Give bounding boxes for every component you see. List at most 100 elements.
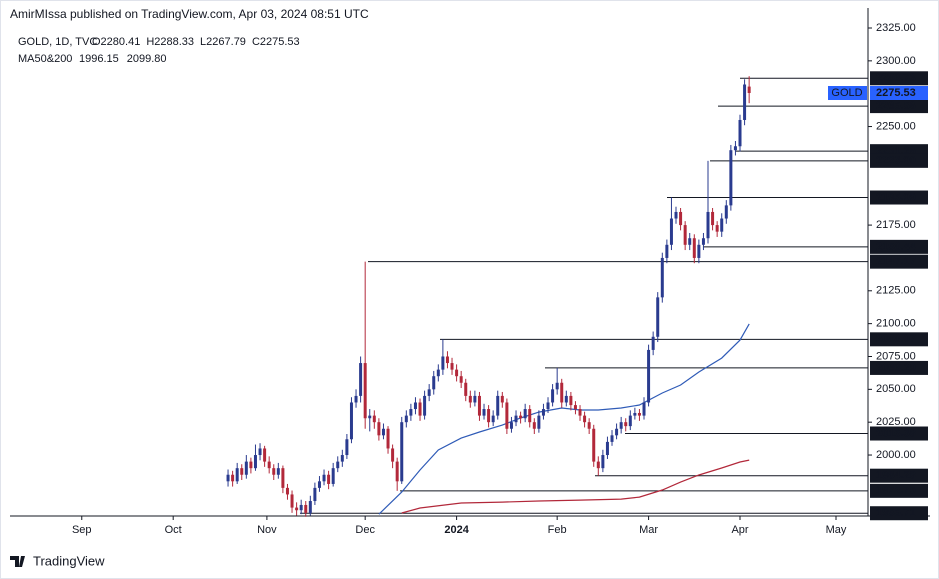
candle-body <box>596 461 600 469</box>
candle-body <box>331 468 335 484</box>
candle-body <box>578 409 582 416</box>
indicator-name: MA50&200 <box>18 53 72 65</box>
candle-body <box>253 455 257 469</box>
candle-body <box>505 402 509 429</box>
symbol-title: GOLD, 1D, TVC <box>18 36 97 48</box>
y-tick-label: 2050.00 <box>876 383 916 395</box>
candle-body <box>660 257 664 298</box>
y-tick-label: 2100.00 <box>876 318 916 330</box>
candle-body <box>295 507 299 511</box>
ohlc-label: O2280.41 <box>92 36 140 48</box>
level-label: 1984.28 <box>876 470 916 482</box>
candle-body <box>656 297 660 337</box>
candle-body <box>258 448 262 456</box>
candle-body <box>423 395 427 416</box>
level-label: 2195.99 <box>876 191 916 203</box>
candle-body <box>573 405 577 410</box>
candle-body <box>249 461 253 469</box>
candle-body <box>482 409 486 416</box>
x-tick-label: May <box>826 524 847 536</box>
candle-body <box>436 369 440 377</box>
candle-body <box>313 487 317 502</box>
candle-body <box>523 409 527 419</box>
candle-body <box>240 468 244 475</box>
candle-body <box>235 468 239 482</box>
level-label: 2066.29 <box>876 362 916 374</box>
candle-body <box>701 238 705 245</box>
symbol-label: GOLD <box>831 87 862 99</box>
candle-body <box>372 415 376 423</box>
level-label-box <box>870 426 928 441</box>
candle-body <box>354 395 358 403</box>
level-label: 1972.75 <box>876 485 916 497</box>
candle-body <box>317 481 321 488</box>
candle-body <box>647 349 651 403</box>
level-label-box <box>870 360 928 375</box>
candle-body <box>496 395 500 416</box>
y-tick-label: 2075.00 <box>876 350 916 362</box>
candle-body <box>400 422 404 482</box>
candle-body <box>445 356 449 364</box>
level-label: 2016.38 <box>876 427 916 439</box>
candle-body <box>276 468 280 475</box>
candle-body <box>491 415 495 423</box>
level-label-box <box>870 99 928 114</box>
candle-body <box>605 441 609 456</box>
candle-body <box>560 382 564 403</box>
candle-body <box>267 461 271 469</box>
candle-body <box>409 409 413 416</box>
candle-body <box>226 474 230 482</box>
candle-body <box>555 382 559 390</box>
candle-body <box>244 461 248 475</box>
candle-body <box>697 244 701 258</box>
candle-body <box>427 389 431 396</box>
candle-body <box>340 455 344 462</box>
last-price-box <box>870 86 928 101</box>
candle-body <box>455 369 459 377</box>
candle-body <box>747 86 751 94</box>
candle-body <box>628 415 632 427</box>
candle-body <box>711 211 715 226</box>
ohlc-label: H2288.33 <box>146 36 194 48</box>
candle-body <box>509 422 513 429</box>
candle-body <box>263 448 267 462</box>
x-tick-label: 2024 <box>444 524 469 536</box>
candle-body <box>532 422 536 429</box>
candle-body <box>381 428 385 436</box>
y-tick-label: 2300.00 <box>876 55 916 67</box>
candle-body <box>500 395 504 403</box>
candle-body <box>569 395 573 406</box>
candle-body <box>651 336 655 350</box>
candle-body <box>418 402 422 416</box>
candle-body <box>363 363 367 419</box>
level-label-box <box>870 332 928 347</box>
candle-body <box>359 363 363 396</box>
candle-body <box>464 382 468 396</box>
candle-body <box>592 428 596 462</box>
last-price-label: 2275.53 <box>876 87 916 99</box>
candle-body <box>468 395 472 403</box>
level-label: 2147.17 <box>876 256 916 268</box>
candle-body <box>665 244 669 258</box>
level-label-box <box>870 239 928 254</box>
candle-body <box>669 218 673 245</box>
level-label-box <box>870 71 928 86</box>
ohlc-label: L2267.79 <box>200 36 246 48</box>
candle-body <box>724 205 728 219</box>
candle-body <box>528 409 532 423</box>
candle-body <box>601 455 605 469</box>
y-tick-label: 2175.00 <box>876 219 916 231</box>
candle-body <box>519 415 523 419</box>
indicator-value: 2099.80 <box>127 53 167 65</box>
candle-body <box>377 422 381 436</box>
candle-body <box>473 395 477 403</box>
candle-body <box>441 356 445 370</box>
level-label: 2158.44 <box>876 241 917 253</box>
candle-body <box>674 211 678 219</box>
x-tick-label: Dec <box>355 524 375 536</box>
candle-body <box>624 422 628 427</box>
x-tick-label: Mar <box>639 524 658 536</box>
level-label: 1955.71 <box>876 507 916 519</box>
candle-body <box>272 468 276 475</box>
